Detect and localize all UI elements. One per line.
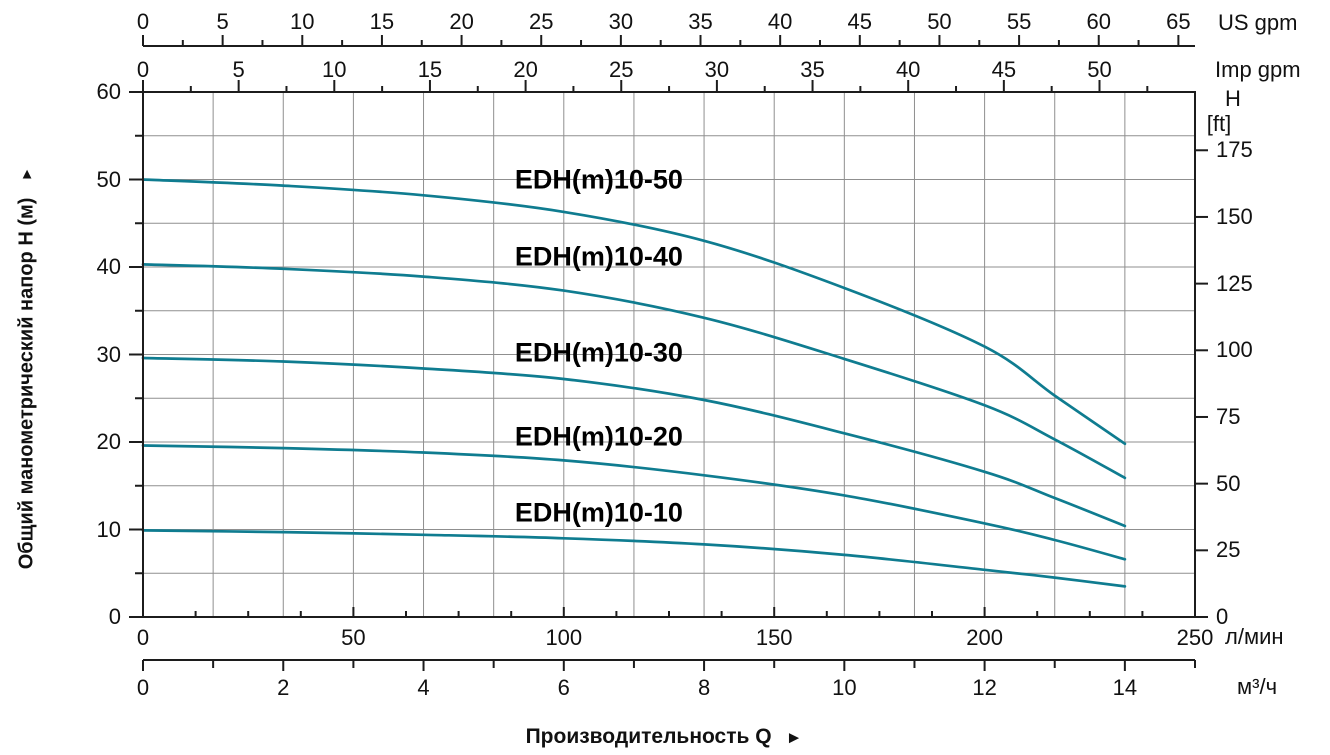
h-ft-tick-label: 50 (1216, 470, 1241, 496)
m3h-tick-label: 14 (1112, 675, 1138, 700)
h-ft-tick-label: 150 (1216, 203, 1253, 229)
m3h-tick-label: 4 (417, 675, 430, 700)
us-gpm-tick-label: 60 (1086, 9, 1111, 34)
l-min-unit-label: л/мин (1225, 624, 1284, 649)
y-axis-title: Общий манометрический напор H (м) ▲ (15, 165, 39, 570)
h-m-tick-label: 40 (96, 254, 121, 279)
curve-name-label: EDH(m)10-40 (514, 241, 683, 272)
imp-gpm-unit-label: Imp gpm (1215, 57, 1301, 82)
curve-name-label: EDH(m)10-50 (514, 164, 683, 195)
m3h-tick-label: 12 (972, 675, 997, 700)
us-gpm-tick-label: 50 (927, 9, 952, 34)
y-axis-title-text: Общий манометрический напор H (м) (15, 197, 38, 570)
x-axis-title: Производительность Q ► (526, 725, 803, 749)
us-gpm-tick-label: 40 (767, 9, 793, 34)
us-gpm-tick-label: 45 (847, 9, 873, 34)
m3h-tick-label: 10 (832, 675, 857, 700)
imp-gpm-tick-label: 40 (895, 57, 921, 82)
h-m-tick-label: 50 (96, 166, 121, 192)
l-min-tick-label: 200 (966, 625, 1003, 650)
us-gpm-tick-label: 25 (528, 9, 554, 34)
h-m-tick-label: 0 (108, 604, 121, 629)
right-axis-ft-label: [ft] (1206, 111, 1232, 136)
m3h-tick-label: 6 (557, 675, 570, 700)
us-gpm-tick-label: 30 (608, 9, 634, 34)
l-min-tick-label: 150 (755, 625, 793, 650)
us-gpm-tick-label: 0 (136, 9, 150, 34)
m3h-tick-label: 0 (136, 675, 150, 700)
h-ft-tick-label: 100 (1216, 337, 1253, 363)
us-gpm-unit-label: US gpm (1218, 10, 1298, 35)
imp-gpm-tick-label: 10 (322, 57, 347, 82)
h-ft-tick-label: 25 (1216, 537, 1241, 563)
us-gpm-tick-label: 5 (216, 9, 229, 34)
h-m-tick-label: 60 (96, 79, 121, 104)
curve-name-label: EDH(m)10-20 (514, 421, 683, 452)
m3h-tick-label: 2 (277, 675, 290, 700)
h-ft-tick-label: 175 (1216, 137, 1253, 163)
imp-gpm-tick-label: 0 (136, 57, 150, 82)
right-axis-h-label: H (1225, 86, 1241, 111)
h-ft-tick-label: 0 (1216, 604, 1229, 629)
us-gpm-tick-label: 55 (1006, 9, 1032, 34)
curve-name-label: EDH(m)10-30 (514, 337, 683, 368)
l-min-tick-label: 50 (341, 625, 366, 650)
h-m-tick-label: 10 (96, 516, 121, 542)
m3h-unit-label: м³/ч (1237, 674, 1278, 699)
up-arrow-icon: ▲ (19, 165, 35, 183)
x-axis-title-text: Производительность Q (525, 725, 772, 748)
l-min-tick-label: 100 (545, 625, 583, 650)
l-min-tick-label: 0 (136, 625, 150, 650)
us-gpm-tick-label: 20 (449, 9, 474, 34)
pump-curve (141, 178, 1127, 446)
us-gpm-tick-label: 15 (369, 9, 395, 34)
imp-gpm-tick-label: 25 (608, 57, 634, 82)
pump-curve (141, 444, 1127, 561)
us-gpm-tick-label: 10 (290, 9, 315, 34)
l-min-tick-label: 250 (1176, 625, 1214, 650)
pump-curve (141, 263, 1127, 480)
imp-gpm-tick-label: 30 (704, 57, 730, 82)
pump-curve (141, 356, 1127, 528)
h-m-tick-label: 30 (96, 341, 121, 367)
right-arrow-icon: ► (785, 727, 803, 747)
h-m-tick-label: 20 (96, 429, 121, 454)
imp-gpm-tick-label: 5 (232, 57, 245, 82)
h-ft-tick-label: 75 (1216, 403, 1241, 429)
imp-gpm-tick-label: 50 (1087, 57, 1112, 82)
curve-name-label: EDH(m)10-10 (514, 497, 683, 528)
imp-gpm-tick-label: 35 (800, 57, 825, 82)
imp-gpm-tick-label: 45 (991, 57, 1017, 82)
imp-gpm-tick-label: 15 (417, 57, 443, 82)
pump-curve (141, 529, 1127, 588)
m3h-tick-label: 8 (697, 675, 711, 700)
h-ft-tick-label: 125 (1216, 270, 1253, 296)
us-gpm-tick-label: 65 (1166, 9, 1191, 34)
imp-gpm-tick-label: 20 (513, 57, 538, 82)
us-gpm-tick-label: 35 (688, 9, 713, 34)
